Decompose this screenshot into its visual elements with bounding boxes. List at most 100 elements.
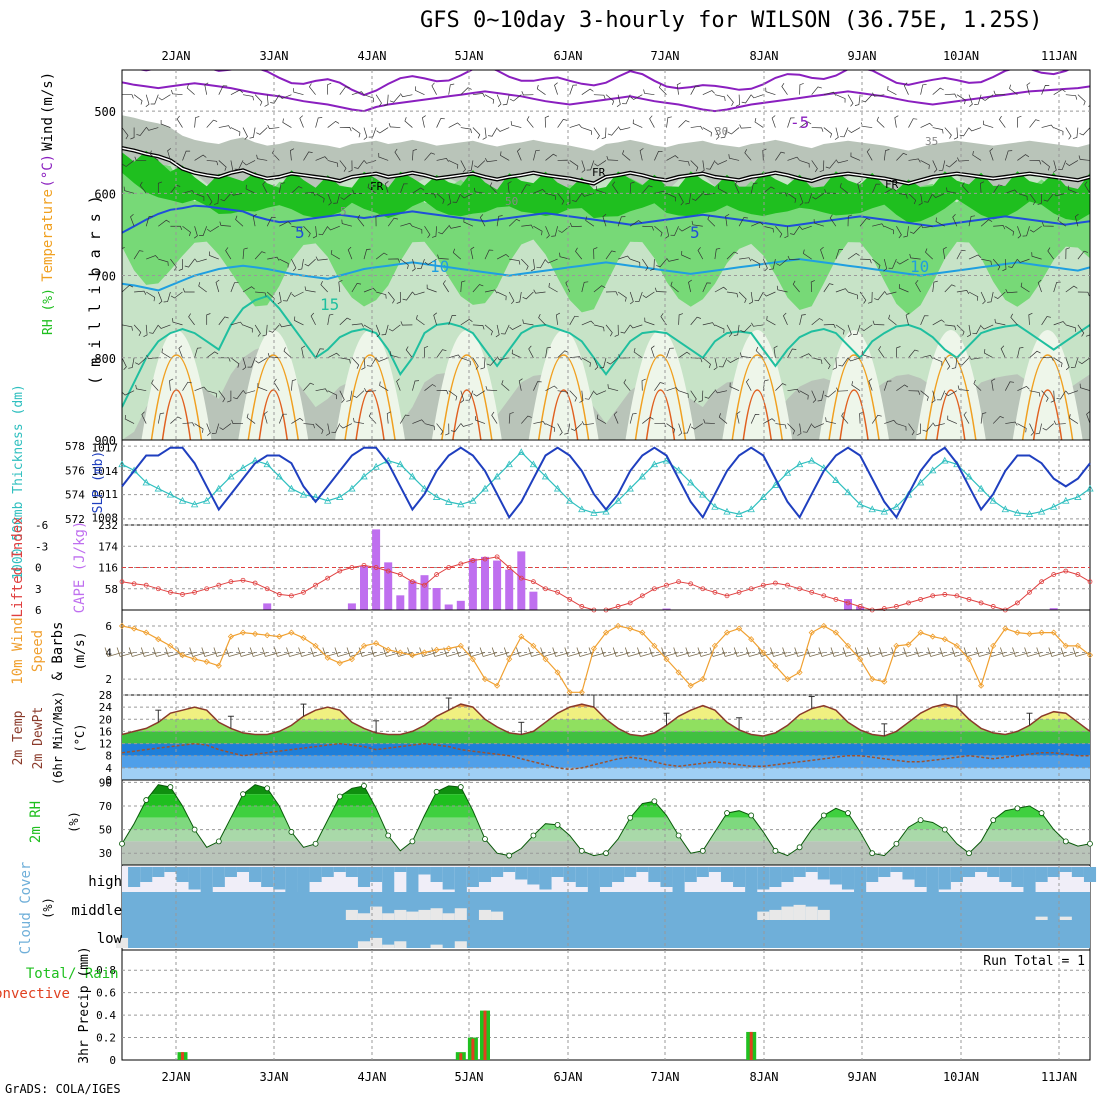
- thickness-point-73: [1001, 505, 1009, 513]
- wind-barb: [992, 258, 1001, 271]
- wind-barb: [363, 160, 377, 164]
- wind-barb: [925, 248, 933, 260]
- lifted-point-66: [918, 596, 923, 602]
- wind-barb: [973, 379, 982, 391]
- wind-barb: [968, 94, 973, 107]
- wind-barb: [741, 94, 752, 104]
- day-label-bottom-5JAN: 5JAN: [455, 1070, 484, 1084]
- wind-barb: [122, 284, 134, 293]
- wind-barb: [575, 247, 583, 260]
- wind-barb: [691, 220, 703, 227]
- wind-barb: [888, 314, 897, 326]
- wind-barb: [149, 324, 159, 334]
- wind-barb: [980, 324, 994, 330]
- isotherm-25-8: [936, 389, 966, 440]
- wind-barb: [972, 151, 982, 161]
- lifted-point-6: [192, 589, 198, 595]
- wind-barb: [198, 282, 207, 293]
- wind-barb: [522, 319, 534, 326]
- wind-barb: [327, 225, 340, 231]
- wind-barb: [291, 186, 303, 194]
- wind-barb: [678, 390, 689, 398]
- wind-barb: [167, 148, 172, 161]
- wind-barb: [1017, 347, 1024, 358]
- wind-barb: [291, 379, 297, 391]
- wind-barb: [130, 127, 135, 140]
- slp-ytick-1014: 1014: [92, 465, 119, 478]
- wind-barb: [923, 193, 934, 203]
- lifted-point-67: [930, 593, 936, 599]
- day-label-bottom-2JAN: 2JAN: [162, 1070, 191, 1084]
- wind-barb: [1078, 155, 1090, 161]
- isotherm-20-1: [247, 354, 299, 440]
- wind-barb: [857, 181, 862, 194]
- wind-barb: [484, 289, 498, 294]
- wind-barb: [951, 357, 958, 370]
- wind-barb: [707, 215, 716, 227]
- rh-point-68: [941, 826, 948, 833]
- wind-barb: [1041, 160, 1050, 171]
- cloud-high-61: [854, 867, 867, 892]
- wind-barb: [1002, 259, 1007, 272]
- thickness-point-60: [844, 488, 852, 496]
- wind-barb: [123, 186, 135, 194]
- contour-label-5: 30: [715, 125, 728, 138]
- upper-air-ylabel-units: ( m i l l i b a r s ): [86, 195, 104, 385]
- wind-barb-10m-22: [370, 647, 389, 657]
- wind-barb: [400, 258, 409, 269]
- wind-barb: [676, 82, 681, 95]
- thickness-line: [121, 451, 1091, 515]
- cloud-high-48: [696, 867, 709, 877]
- wind-barb: [247, 357, 256, 368]
- wind-barb: [206, 160, 219, 166]
- cloud-middle-57: [805, 906, 818, 920]
- cape-bar-77: [1049, 608, 1058, 610]
- wind-barb: [775, 383, 787, 391]
- wind-barb-10m-38: [564, 647, 582, 657]
- rh-point-16: [312, 840, 319, 847]
- wind-speed-line: [121, 625, 1091, 693]
- wind-point-2: [143, 629, 150, 636]
- wind-barb-10m-3: [140, 647, 159, 657]
- rh-point-30: [482, 836, 488, 842]
- wind-barb: [665, 226, 670, 239]
- wind-barb: [491, 411, 498, 424]
- wind-barb: [533, 421, 546, 425]
- wind-barb: [852, 324, 861, 335]
- cloud-high-28: [454, 867, 467, 892]
- wind-barb: [341, 219, 352, 227]
- lifted-point-46: [676, 579, 681, 585]
- wind-barb: [1077, 324, 1085, 337]
- lifted-point-55: [785, 582, 790, 588]
- wind-barb: [738, 291, 747, 303]
- footer-credit: GrADS: COLA/IGES: [5, 1082, 121, 1096]
- wind-barb: [135, 384, 147, 392]
- wind-barb: [714, 286, 727, 293]
- wind-barb: [829, 214, 837, 227]
- wind-barb: [496, 215, 503, 227]
- wind-barb: [838, 357, 849, 367]
- rh-band-70: [122, 794, 1090, 806]
- wind-barb: [133, 324, 142, 337]
- wind-barb-10m-59: [818, 647, 837, 657]
- cloud-high-14: [285, 867, 298, 892]
- wind-point-61: [857, 656, 864, 663]
- cloud-high-37: [563, 867, 576, 882]
- lifted-point-29: [470, 558, 476, 563]
- wind-barb: [327, 352, 340, 359]
- thickness-point-0: [118, 460, 126, 468]
- rh-point-22: [385, 832, 392, 839]
- wind-barb: [859, 218, 871, 227]
- day-label-top-6JAN: 6JAN: [554, 49, 583, 63]
- rh-point-26: [433, 788, 440, 795]
- isotherm-20-3: [441, 354, 493, 440]
- wind-barb: [750, 182, 758, 194]
- wind-barb: [315, 348, 325, 358]
- wind-barb: [388, 122, 401, 128]
- rh-point-12: [264, 785, 271, 792]
- wind-barb: [291, 225, 303, 232]
- thickness-point-18: [336, 493, 344, 500]
- lifted-point-51: [736, 589, 742, 595]
- wind-barb: [896, 258, 909, 265]
- thickness-point-41: [614, 496, 622, 504]
